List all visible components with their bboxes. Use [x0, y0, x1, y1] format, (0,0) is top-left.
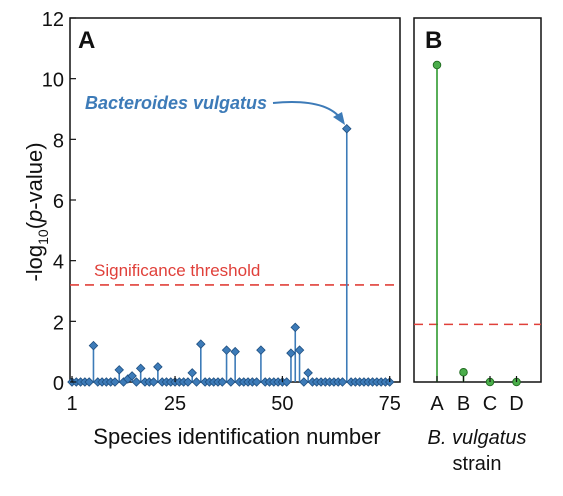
data-point-a [148, 377, 159, 387]
data-point-a [256, 345, 266, 355]
annotation-label: Bacteroides vulgatus [85, 93, 267, 113]
data-point-a [303, 368, 313, 378]
data-point-a [294, 345, 305, 355]
data-point-a [127, 371, 137, 381]
x-tick-label-a: 1 [66, 393, 77, 415]
data-point-a [281, 377, 292, 387]
data-point-a [290, 322, 301, 333]
data-point-b [432, 60, 442, 70]
panel-a-label: A [78, 27, 95, 54]
data-point-a [196, 339, 206, 349]
data-point-a [153, 362, 163, 372]
x-tick-label-a: 25 [164, 393, 186, 415]
y-tick-label: 0 [53, 373, 64, 395]
data-point-a [230, 346, 240, 357]
data-point-a [191, 377, 202, 387]
annotation-arrowhead [333, 112, 345, 125]
threshold-label: Significance threshold [94, 261, 260, 280]
y-tick-label: 10 [42, 70, 64, 92]
data-point-a [114, 365, 124, 375]
data-point-a [342, 123, 352, 134]
y-tick-label: 8 [53, 130, 64, 152]
x-axis-label-b-line2: strain [453, 453, 502, 475]
x-axis-label-b-line1: B. vulgatus [428, 427, 527, 449]
x-tick-label-b: D [509, 393, 523, 415]
x-tick-label-b: C [483, 393, 497, 415]
annotation-arrow [272, 101, 342, 120]
data-point-a [187, 368, 197, 378]
x-tick-label-b: B [457, 393, 470, 415]
panel-b-label: B [425, 27, 442, 54]
data-point-a [221, 345, 232, 355]
data-point-a [217, 377, 228, 387]
data-point-b [459, 368, 468, 377]
panel-a-frame [69, 17, 401, 383]
data-point-a [337, 377, 348, 387]
y-tick-label: 2 [53, 312, 64, 334]
data-point-a [88, 340, 99, 351]
panel-b-frame [413, 17, 542, 383]
y-tick-label: 12 [42, 9, 64, 31]
data-point-a [131, 377, 142, 387]
y-tick-label: 6 [53, 191, 64, 213]
data-point-a [84, 377, 94, 387]
data-point-a [299, 377, 309, 387]
data-point-a [135, 363, 146, 374]
x-axis-label-a: Species identification number [93, 424, 380, 449]
data-point-a [286, 348, 296, 358]
x-tick-label-a: 75 [379, 393, 401, 415]
y-axis-label: -log10(p-value) [22, 142, 51, 281]
x-tick-label-a: 50 [271, 393, 293, 415]
data-point-a [251, 377, 262, 387]
data-point-a [183, 377, 193, 387]
y-tick-label: 4 [53, 252, 64, 274]
x-tick-label-b: A [430, 393, 444, 415]
data-point-a [226, 377, 236, 387]
panel-a: 0 2 4 6 8 10 12 1 25 50 75 A Significance thresho… [42, 9, 401, 449]
data-point-a [110, 377, 120, 387]
